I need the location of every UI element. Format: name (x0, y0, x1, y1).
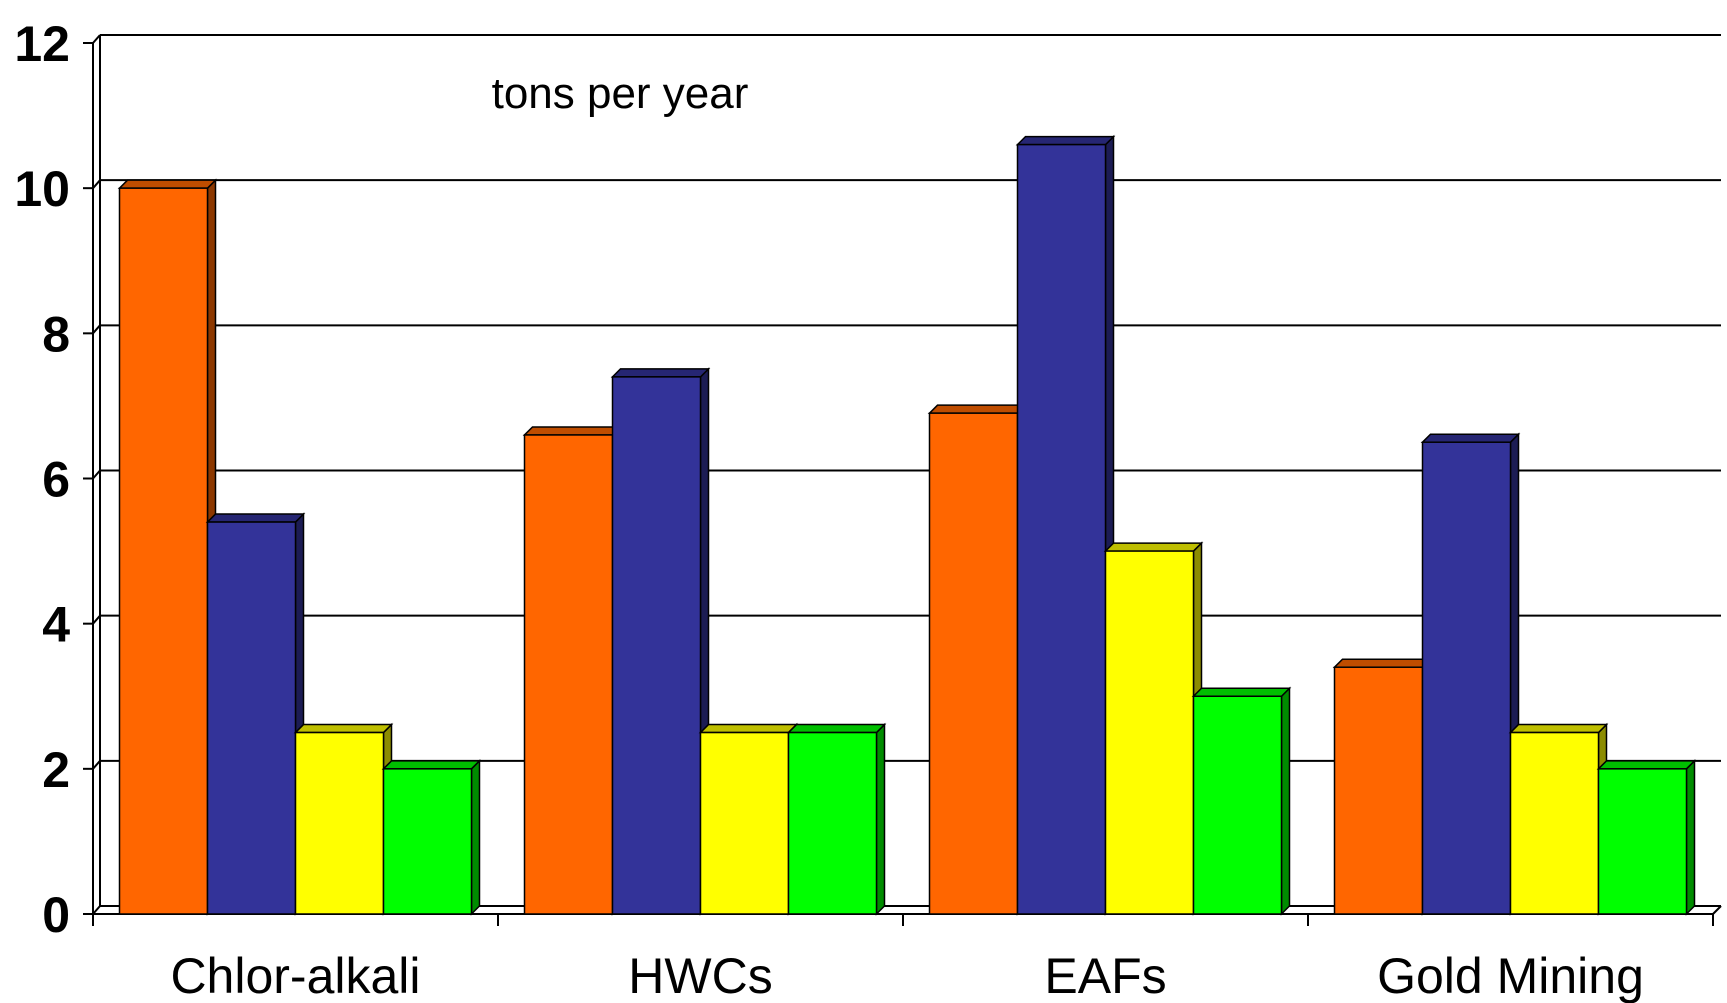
bar-3-1 (1420, 432, 1521, 916)
y-tick-label-2: 2 (42, 742, 70, 798)
bar-3-2 (1508, 722, 1609, 916)
bar-0-3 (381, 759, 482, 916)
y-tick-labels: 0 2 4 6 8 10 12 (14, 16, 70, 943)
bar-side (1280, 686, 1291, 916)
bar-top (698, 723, 799, 734)
bar-front (699, 731, 790, 915)
y-tick-link-8 (92, 324, 101, 334)
bar-top (381, 760, 482, 770)
bar-front (523, 434, 614, 915)
bar-front (1333, 666, 1424, 915)
bar-top (1420, 433, 1521, 443)
bar-1-3 (786, 722, 887, 916)
x-tick-labels: Chlor-alkali HWCs EAFs Gold Mining (170, 948, 1643, 1003)
y-tick-link-12 (92, 34, 101, 44)
y-tick-link-10 (92, 179, 101, 189)
bars (117, 134, 1697, 916)
bar-top (1332, 658, 1433, 668)
bar-side (875, 722, 886, 916)
bar-0-2 (293, 722, 394, 916)
bar-top (786, 723, 887, 734)
y-tick-link-6 (92, 469, 101, 480)
bar-side (1685, 759, 1696, 916)
bar-top (1191, 687, 1292, 697)
bar-0-0 (117, 178, 218, 916)
bar-3-3 (1596, 759, 1697, 916)
bar-top (117, 179, 218, 189)
bar-top (205, 513, 306, 523)
bar-top (522, 426, 623, 436)
bar-front (1016, 143, 1107, 915)
chart-annotation: tons per year (492, 69, 749, 118)
bar-front (1104, 550, 1195, 915)
bar-2-3 (1191, 686, 1292, 916)
x-tick-label-1: HWCs (628, 948, 772, 1003)
x-tick-label-0: Chlor-alkali (170, 948, 420, 1003)
bar-0-1 (205, 512, 306, 916)
bar-front (787, 731, 878, 915)
bar-front (382, 768, 473, 915)
x-tick-label-3: Gold Mining (1377, 948, 1644, 1003)
bar-front (1421, 441, 1512, 915)
y-tick-label-10: 10 (14, 161, 70, 217)
bar-top (1596, 760, 1697, 770)
bar-1-2 (698, 722, 799, 916)
bar-side (470, 759, 481, 916)
y-tick-label-8: 8 (42, 306, 70, 362)
bar-front (928, 412, 1019, 915)
y-tick-link-4 (92, 615, 101, 625)
bar-top (293, 723, 394, 734)
bar-front (206, 521, 297, 915)
floor-right-edge (1712, 905, 1722, 915)
bar-front (294, 731, 385, 915)
y-tick-label-0: 0 (42, 887, 70, 943)
bar-front (611, 376, 702, 915)
bar-front (1509, 731, 1600, 915)
bar-3-0 (1332, 657, 1433, 916)
y-tick-link-0 (92, 905, 101, 915)
bar-2-2 (1103, 541, 1204, 916)
bar-2-0 (927, 403, 1028, 916)
bar-front (1192, 695, 1283, 915)
bar-front (118, 187, 209, 915)
y-tick-label-6: 6 (42, 452, 70, 508)
bar-top (1015, 135, 1116, 146)
bar-1-0 (522, 425, 623, 916)
bar-2-1 (1015, 134, 1116, 916)
bar-top (927, 404, 1028, 414)
x-tick-label-2: EAFs (1044, 948, 1166, 1003)
bar-top (1103, 542, 1204, 552)
y-tick-label-4: 4 (42, 597, 70, 653)
y-tick-label-12: 12 (14, 16, 70, 72)
bar-top (610, 368, 711, 378)
y-tick-link-2 (92, 760, 101, 770)
bar-top (1508, 723, 1609, 734)
bar-1-1 (610, 367, 711, 916)
bar-front (1597, 768, 1688, 915)
